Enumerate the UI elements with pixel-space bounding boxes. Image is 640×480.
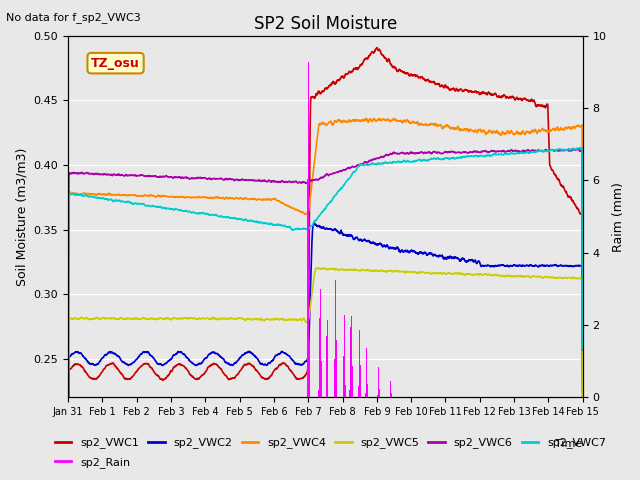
Title: SP2 Soil Moisture: SP2 Soil Moisture (253, 15, 397, 33)
Legend: sp2_Rain: sp2_Rain (51, 452, 135, 472)
Y-axis label: Raim (mm): Raim (mm) (612, 181, 625, 252)
Text: Time: Time (555, 439, 582, 449)
Legend: sp2_VWC1, sp2_VWC2, sp2_VWC4, sp2_VWC5, sp2_VWC6, sp2_VWC7: sp2_VWC1, sp2_VWC2, sp2_VWC4, sp2_VWC5, … (51, 433, 611, 453)
Text: TZ_osu: TZ_osu (91, 57, 140, 70)
Y-axis label: Soil Moisture (m3/m3): Soil Moisture (m3/m3) (15, 147, 28, 286)
Text: No data for f_sp2_VWC3: No data for f_sp2_VWC3 (6, 12, 141, 23)
